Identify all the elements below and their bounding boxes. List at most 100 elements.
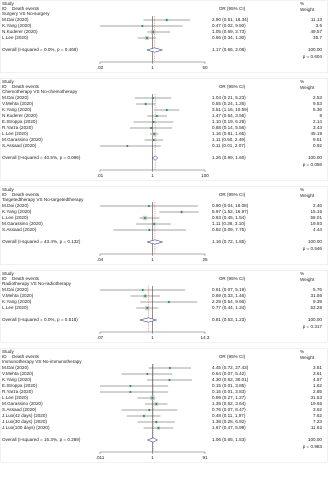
header-or: OR (95% CI)	[219, 84, 246, 89]
overall-weight: 100.00	[308, 317, 322, 322]
weight: 3.6	[316, 23, 323, 28]
point-estimate	[165, 109, 168, 111]
header-id: ID	[2, 84, 7, 89]
weight: 45.19	[311, 131, 323, 136]
study-name: M.Dai (2020)	[2, 203, 29, 208]
or-ci: 1.67 (0.47, 5.99)	[212, 425, 246, 430]
header-study: Study	[2, 187, 14, 192]
x-tick-label: 100	[201, 173, 209, 178]
header-study: Study	[2, 349, 14, 354]
or-ci: 1.11 (0.36, 3.10)	[212, 221, 246, 226]
weight: 11.13	[311, 17, 323, 22]
or-ci: 0.88 (0.14, 5.56)	[212, 125, 246, 130]
or-ci: 0.66 (0.34, 1.30)	[212, 35, 246, 40]
x-tick-label: .07	[97, 335, 104, 340]
study-name: M.Garassino (2020)	[2, 401, 43, 406]
or-ci: 1.47 (0.64, 3.56)	[212, 113, 246, 118]
point-estimate	[180, 211, 183, 213]
x-tick-label: 14.3	[201, 335, 210, 340]
or-ci: 1.11 (0.50, 2.49)	[212, 137, 246, 142]
or-ci: 1.05 (0.69, 3.73)	[212, 29, 246, 34]
subtitle: Targetedtherapy VS No-targetedtherapy	[2, 197, 84, 202]
header-pct: %	[300, 79, 304, 84]
study-name: S.Assaad (2020)	[2, 407, 37, 412]
point-estimate	[168, 367, 171, 369]
or-ci: 0.80 (0.04, 16.08)	[212, 203, 249, 208]
study-name: E.Stroppa (2020)	[2, 383, 37, 388]
or-ci: 3.51 (1.16, 10.59)	[212, 107, 249, 112]
header-pct: %	[300, 349, 304, 354]
point-estimate	[165, 19, 168, 21]
weight: 11.62	[311, 425, 323, 430]
weight: 5.76	[313, 287, 322, 292]
study-name: E.Stroppa (2020)	[2, 119, 37, 124]
p-value: p = 0.317	[303, 324, 323, 329]
weight: 2.14	[313, 119, 322, 124]
weight: 35.7	[313, 35, 322, 40]
study-name: M.Dai (2020)	[2, 17, 29, 22]
x-tick-label: 1	[151, 173, 154, 178]
study-name: N.Kuderer (2020)	[2, 113, 38, 118]
header-or: OR (95% CI)	[219, 354, 246, 359]
weight: 3.43	[313, 125, 322, 130]
weight: 19.93	[311, 221, 323, 226]
overall-label: Overall (I-squared = 0.0%, p = 0.518)	[2, 317, 78, 322]
outcome-label: Death events	[12, 84, 40, 89]
weight: 31.56	[311, 293, 323, 298]
outcome-label: Death events	[12, 354, 40, 359]
overall-or-ci: 1.26 (0.99, 1.60)	[212, 155, 246, 160]
study-name: V.Mehta (2020)	[2, 293, 34, 298]
overall-or-ci: 1.17 (0.66, 2.08)	[212, 47, 246, 52]
study-name: K.Yang (2020)	[2, 23, 32, 28]
overall-diamond	[138, 317, 158, 323]
study-name: M.Dai (2020)	[2, 365, 29, 370]
study-name: L.Lee (2020)	[2, 395, 29, 400]
point-estimate	[151, 97, 154, 99]
study-name: L.Lee (2020)	[2, 131, 29, 136]
weight: 2.85	[313, 389, 322, 394]
or-ci: 0.76 (0.07, 8.47)	[212, 407, 246, 412]
overall-weight: 100.00	[308, 155, 322, 160]
header-study: Study	[2, 79, 14, 84]
study-name: K.Yang (2020)	[2, 209, 32, 214]
weight: 0.92	[313, 143, 322, 148]
or-ci: 2.90 (0.51, 16.34)	[212, 17, 249, 22]
overall-label: Overall (I-squared = 0.0%, p = 0.469)	[2, 47, 78, 52]
header-pct: %	[300, 187, 304, 192]
study-name: R.Yarza (2020)	[2, 389, 33, 394]
study-name: L.Lee (2020)	[2, 305, 29, 310]
weight: 3.61	[313, 371, 322, 376]
p-value: p = 0.546	[303, 246, 323, 251]
header-weight: Weight	[300, 85, 315, 90]
header-id: ID	[2, 276, 7, 281]
point-estimate	[144, 103, 147, 105]
header-weight: Weight	[300, 355, 315, 360]
weight: 4.44	[313, 227, 322, 232]
overall-or-ci: 1.06 (0.65, 1.53)	[212, 437, 246, 442]
header-weight: Weight	[300, 7, 315, 12]
point-estimate	[152, 139, 155, 141]
x-tick-label: .011	[96, 455, 105, 460]
p-value: p = 0.983	[303, 444, 323, 449]
weight: 9.51	[313, 137, 322, 142]
point-estimate	[157, 427, 160, 429]
overall-diamond	[146, 47, 164, 53]
study-name: S.Assaad (2020)	[2, 227, 37, 232]
weight: 5.36	[313, 107, 322, 112]
or-ci: 1.16 (0.81, 1.65)	[212, 131, 246, 136]
point-estimate	[144, 295, 147, 297]
or-ci: 1.39 (0.52, 3.64)	[212, 401, 246, 406]
weight: 53.28	[311, 305, 323, 310]
study-name: L.Lee (2020)	[2, 215, 29, 220]
study-name: J.Luo(42 days) (2020)	[2, 413, 47, 418]
study-name: L.Lee (2020)	[2, 35, 29, 40]
weight: 3.62	[313, 407, 322, 412]
x-tick-label: 25	[202, 257, 208, 262]
or-ci: 4.45 (0.72, 27.43)	[212, 365, 249, 370]
header-weight: Weight	[300, 277, 315, 282]
or-ci: 0.82 (0.09, 7.75)	[212, 227, 246, 232]
study-name: K.Yang (2020)	[2, 299, 32, 304]
